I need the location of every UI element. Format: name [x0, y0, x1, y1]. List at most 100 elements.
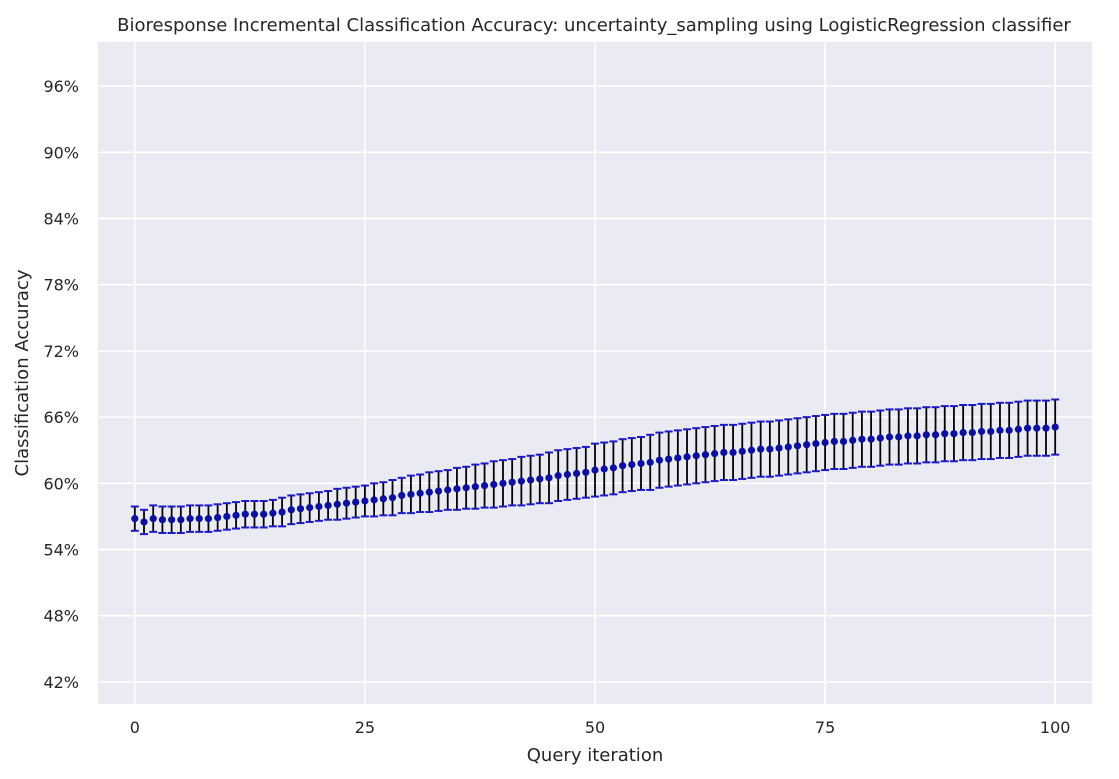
data-point: [692, 452, 700, 460]
data-point: [306, 504, 314, 512]
data-point: [554, 472, 562, 480]
data-point: [922, 431, 930, 439]
y-tick-label: 66%: [43, 408, 79, 427]
data-point: [784, 443, 792, 451]
data-point: [536, 475, 544, 483]
data-point: [204, 515, 213, 523]
data-point: [701, 451, 710, 459]
data-point: [628, 460, 636, 469]
data-point: [407, 490, 415, 498]
data-point: [499, 479, 507, 487]
data-point: [1051, 423, 1059, 431]
data-point: [434, 487, 443, 495]
data-point: [858, 435, 866, 443]
data-point: [757, 445, 765, 453]
data-point: [250, 510, 259, 518]
data-point: [453, 485, 461, 493]
data-point: [370, 496, 378, 504]
y-tick-label: 54%: [43, 541, 79, 560]
data-point: [572, 469, 581, 478]
data-point: [444, 486, 452, 494]
data-point: [977, 427, 986, 436]
y-tick-label: 96%: [43, 77, 79, 96]
data-point: [526, 476, 535, 484]
data-point: [333, 500, 341, 508]
data-point: [296, 505, 305, 513]
data-point: [849, 436, 857, 444]
data-point: [287, 506, 295, 514]
data-point: [821, 438, 829, 447]
data-point: [839, 437, 848, 446]
data-point: [1033, 424, 1041, 432]
data-point: [941, 430, 949, 438]
x-tick-labels: 0 25 50 75 100: [130, 718, 1071, 737]
x-axis-label: Query iteration: [527, 745, 663, 766]
data-point: [260, 510, 268, 518]
data-point: [1042, 424, 1050, 432]
data-point: [278, 508, 286, 516]
x-tick-label: 100: [1040, 718, 1071, 737]
data-point: [803, 441, 811, 449]
data-point: [480, 481, 489, 490]
data-point: [131, 515, 139, 523]
data-point: [140, 518, 148, 526]
data-point: [619, 462, 627, 470]
data-point: [563, 470, 571, 479]
x-tick-label: 25: [355, 718, 375, 737]
data-point: [766, 445, 774, 453]
data-points: [131, 423, 1059, 526]
data-point: [342, 499, 351, 507]
data-point: [168, 516, 176, 524]
data-point: [885, 433, 894, 441]
y-tick-label: 60%: [43, 474, 79, 493]
y-tick-labels: 42% 48% 54% 60% 66% 72% 78% 84% 90% 96%: [43, 77, 79, 692]
chart-title: Bioresponse Incremental Classification A…: [117, 15, 1071, 36]
data-point: [747, 446, 756, 454]
data-point: [738, 447, 746, 455]
data-point: [379, 495, 387, 503]
data-point: [683, 453, 691, 461]
data-point: [996, 426, 1004, 434]
data-point: [600, 465, 608, 473]
x-tick-label: 75: [815, 718, 835, 737]
data-point: [987, 427, 995, 436]
data-point: [158, 516, 167, 524]
data-point: [637, 459, 645, 468]
y-tick-label: 42%: [43, 673, 79, 692]
data-point: [416, 489, 424, 497]
data-point: [609, 464, 618, 472]
data-point: [895, 433, 903, 441]
data-point: [959, 428, 967, 437]
y-tick-label: 90%: [43, 143, 79, 162]
x-tick-label: 0: [130, 718, 140, 737]
data-point: [425, 488, 433, 496]
data-point: [830, 437, 838, 446]
data-point: [324, 501, 332, 509]
data-point: [812, 440, 820, 448]
data-point: [793, 442, 802, 450]
data-point: [269, 509, 277, 517]
data-point: [241, 510, 249, 518]
data-point: [931, 431, 940, 439]
data-point: [490, 480, 498, 489]
data-point: [729, 448, 737, 457]
data-point: [913, 432, 921, 440]
data-point: [1005, 426, 1013, 434]
data-point: [655, 456, 664, 464]
data-point: [352, 498, 360, 506]
data-point: [950, 430, 958, 438]
data-point: [591, 466, 599, 474]
data-point: [315, 502, 323, 511]
data-point: [711, 449, 719, 458]
y-axis-label: Classification Accuracy: [12, 269, 33, 476]
data-point: [1014, 425, 1022, 433]
y-tick-label: 78%: [43, 276, 79, 295]
data-point: [195, 515, 203, 523]
data-point: [646, 458, 654, 466]
data-point: [186, 515, 194, 523]
data-point: [398, 491, 406, 500]
x-tick-label: 50: [585, 718, 605, 737]
data-point: [968, 428, 976, 437]
data-point: [149, 515, 157, 523]
